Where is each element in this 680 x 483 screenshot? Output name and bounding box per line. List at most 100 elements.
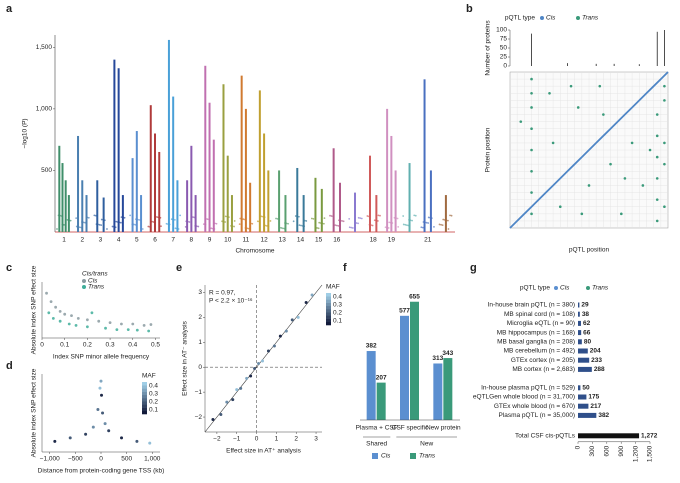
bar [578, 366, 592, 372]
x-tick-label: 0 [255, 436, 259, 443]
x-tick-label: New protein [426, 425, 461, 432]
legend-label: Cis [560, 285, 570, 292]
panel-letter: g [470, 262, 477, 274]
background-dot [330, 215, 333, 217]
background-dot [265, 224, 268, 227]
trans-point [655, 134, 659, 138]
x-tick-label: 7 [171, 237, 175, 244]
trans-point [655, 219, 659, 223]
peak [444, 195, 447, 232]
trans-point [587, 184, 591, 187]
peak [208, 102, 211, 232]
trans-point [576, 106, 580, 109]
x-tick-label: 15 [315, 237, 323, 244]
point [63, 312, 67, 316]
bar [578, 348, 588, 354]
panel-letter: a [6, 3, 13, 15]
legend-swatch [586, 286, 590, 290]
value-label: 204 [590, 348, 601, 355]
value-label: 62 [583, 320, 591, 327]
point [253, 366, 257, 370]
peak [131, 158, 134, 232]
peak [176, 180, 179, 232]
trans-point [655, 177, 659, 180]
bar [578, 330, 582, 336]
bar [578, 320, 581, 326]
hist-y-label: Number of proteins [485, 20, 492, 76]
colorbar-step [326, 302, 331, 307]
point [70, 314, 73, 317]
x-axis-label: Index SNP minor allele frequency [53, 354, 150, 361]
x-tick-label: 3 [314, 436, 318, 443]
y-tick-label: 100 [496, 27, 507, 34]
background-dot [206, 218, 209, 221]
bar [443, 358, 453, 420]
x-tick-label: 0.4 [128, 342, 137, 349]
peak [77, 135, 80, 232]
peak [263, 133, 266, 232]
background-dot [310, 217, 313, 220]
point [249, 374, 253, 378]
trans-point [530, 127, 533, 131]
y-tick-label: 0 [198, 364, 202, 371]
point [115, 328, 119, 331]
colorbar-step [326, 315, 331, 319]
peak [226, 155, 229, 232]
point [142, 324, 146, 327]
colorbar-step [142, 388, 147, 392]
y-tick-label: 75 [500, 36, 508, 43]
point [310, 293, 314, 297]
legend-swatch [372, 453, 378, 459]
point [98, 386, 102, 390]
background-dot [111, 225, 114, 228]
background-dot [147, 225, 150, 228]
background-dot [247, 227, 250, 230]
x-tick-label: 8 [190, 237, 194, 244]
group-label: Shared [366, 441, 387, 448]
colorbar-step [142, 398, 147, 402]
background-dot [106, 228, 108, 230]
x-tick-label: 1 [275, 436, 279, 443]
x-tick-label: 0.1 [60, 342, 69, 349]
point [135, 439, 139, 443]
background-dot [305, 220, 308, 222]
point [108, 321, 112, 324]
y-tick-label: 1,000 [36, 106, 53, 113]
value-label: 66 [583, 329, 591, 336]
y-tick-label: 1 [198, 339, 202, 346]
background-dot [280, 227, 283, 229]
point [261, 359, 265, 363]
x-tick-label: 1,000 [144, 456, 161, 463]
background-dot [440, 223, 442, 226]
background-dot [351, 227, 354, 229]
y-tick-label: Microglia eQTL (n = 90) [507, 320, 575, 327]
point [96, 407, 100, 411]
value-label: 313 [432, 355, 443, 362]
x-tick-label: 300 [589, 445, 596, 456]
background-dot [405, 224, 408, 227]
x-tick-label: 11 [243, 237, 250, 244]
background-dot [341, 220, 343, 222]
colorbar-step [142, 401, 147, 405]
peak [375, 195, 378, 232]
group-label: New [420, 441, 433, 448]
peak [58, 145, 61, 232]
background-dot [348, 217, 351, 220]
colorbar-title: MAF [142, 373, 156, 380]
background-dot [350, 226, 353, 229]
bar [578, 357, 590, 363]
point [120, 436, 124, 440]
peak [320, 188, 323, 232]
y-tick-label: −1 [195, 389, 203, 396]
trans-point [530, 148, 533, 152]
y-tick-label: 50 [500, 45, 508, 52]
value-label: 233 [591, 357, 602, 364]
background-dot [224, 221, 227, 223]
value-label: 80 [584, 339, 592, 346]
panel-letter: d [6, 360, 13, 372]
background-dot [93, 214, 96, 217]
peak [369, 155, 371, 232]
trans-point [580, 212, 584, 216]
colorbar-step [326, 309, 331, 313]
y-tick-label: MB cortex (n = 2,683) [512, 366, 575, 373]
